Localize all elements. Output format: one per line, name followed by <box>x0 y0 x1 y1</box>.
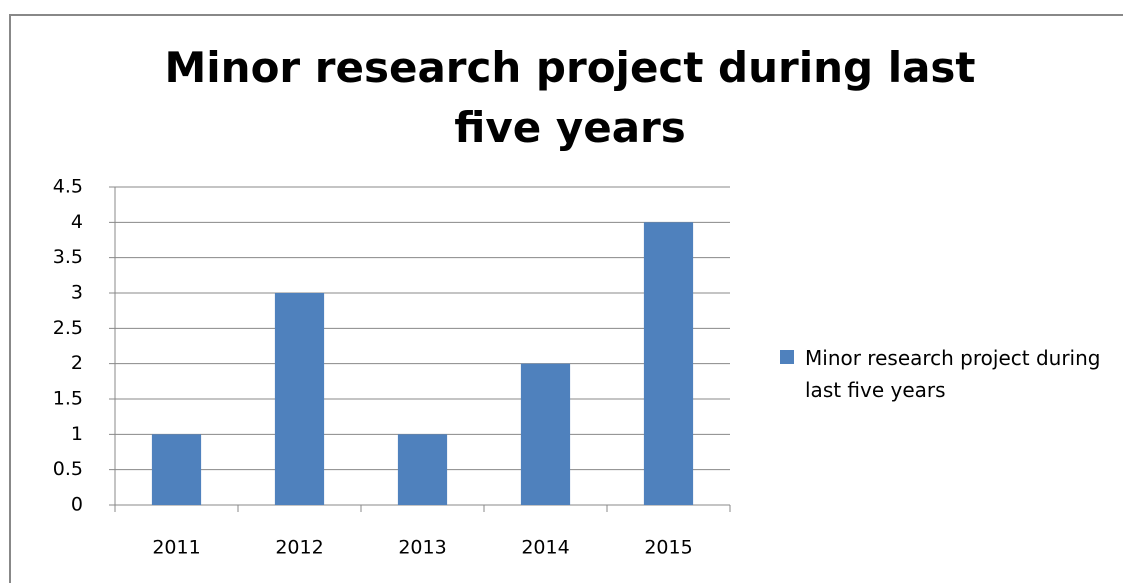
bar <box>520 363 571 505</box>
y-tick-label: 0 <box>71 494 83 516</box>
x-tick-label: 2012 <box>275 537 323 559</box>
bar <box>151 434 202 505</box>
y-tick-label: 4.5 <box>53 176 83 198</box>
y-tick-label: 1.5 <box>53 388 83 410</box>
y-tick-label: 3.5 <box>53 246 83 268</box>
y-tick-label: 3 <box>71 282 83 304</box>
legend-label: Minor research project during last five … <box>805 346 1101 402</box>
bar <box>274 293 325 505</box>
bar <box>643 222 694 506</box>
x-tick-label: 2014 <box>521 537 569 559</box>
chart-title: Minor research project during last five … <box>164 43 976 152</box>
y-tick-label: 1 <box>71 423 83 445</box>
y-tick-label: 2.5 <box>53 317 83 339</box>
x-tick-label: 2015 <box>644 537 692 559</box>
x-tick-label: 2013 <box>398 537 446 559</box>
y-tick-label: 4 <box>71 211 83 233</box>
y-tick-label: 2 <box>71 352 83 374</box>
bar <box>397 434 448 505</box>
y-tick-label: 0.5 <box>53 458 83 480</box>
legend-swatch <box>780 350 794 364</box>
x-tick-label: 2011 <box>152 537 200 559</box>
chart-frame <box>9 14 1123 583</box>
